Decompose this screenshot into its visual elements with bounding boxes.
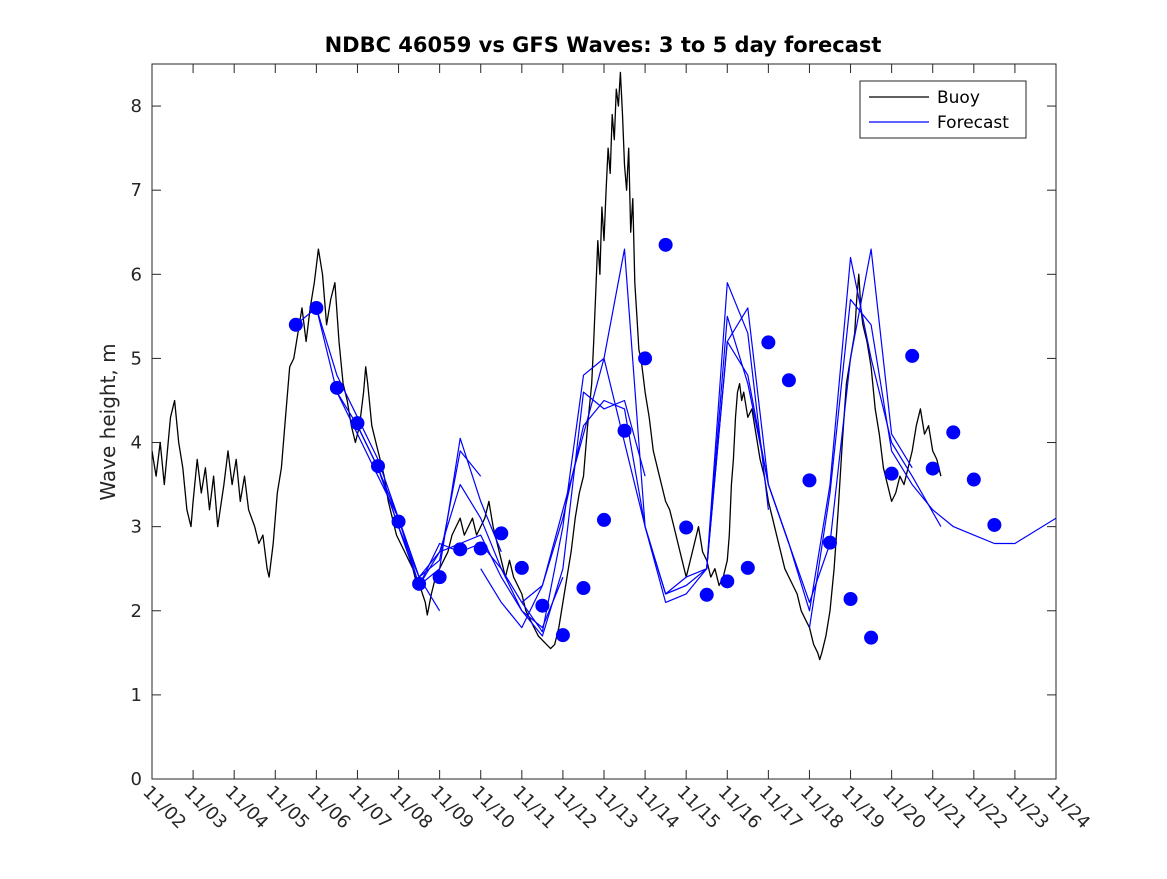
forecast-marker	[679, 520, 694, 535]
x-tick-label: 11/24	[1042, 782, 1094, 834]
forecast-marker	[329, 380, 344, 395]
forecast-marker	[494, 526, 509, 541]
x-tick-label: 11/22	[960, 782, 1012, 834]
forecast-marker	[432, 570, 447, 585]
x-tick-label: 11/03	[180, 782, 232, 834]
forecast-marker	[946, 425, 961, 440]
plot-frame	[151, 63, 1057, 780]
forecast-marker	[658, 237, 673, 252]
x-tick-label: 11/12	[549, 782, 601, 834]
x-tick-label: 11/07	[344, 782, 396, 834]
forecast-marker	[555, 628, 570, 643]
y-tick-label: 7	[131, 180, 142, 201]
x-tick-label: 11/04	[221, 782, 273, 834]
forecast-marker	[823, 535, 837, 550]
x-tick-label: 11/08	[385, 782, 437, 834]
forecast-marker	[884, 466, 899, 481]
forecast-marker	[781, 373, 796, 388]
forecast-marker	[638, 351, 653, 366]
forecast-marker	[740, 560, 755, 575]
x-tick-label: 11/10	[467, 782, 519, 834]
y-tick-label: 8	[131, 96, 142, 117]
forecast-marker	[350, 416, 365, 431]
x-tick-label: 11/21	[919, 782, 971, 834]
forecast-marker	[535, 598, 550, 613]
y-tick-label: 2	[131, 601, 142, 622]
forecast-marker	[720, 574, 735, 589]
y-tick-label: 4	[131, 433, 142, 454]
x-tick-label: 11/20	[878, 782, 930, 834]
forecast-marker	[802, 473, 817, 488]
forecast-series-line	[706, 256, 942, 612]
legend-box	[859, 80, 1027, 139]
series-layer	[152, 71, 1056, 661]
x-tick-label: 11/19	[837, 782, 889, 834]
y-tick-label: 1	[131, 685, 142, 706]
forecast-marker	[391, 514, 406, 529]
axes: 01234567811/0211/0311/0411/0511/0611/071…	[131, 63, 1094, 834]
forecast-marker	[699, 587, 714, 602]
x-tick-label: 11/17	[755, 782, 807, 834]
legend-label: Forecast	[937, 113, 1009, 133]
forecast-marker	[987, 517, 1002, 532]
x-tick-label: 11/14	[632, 782, 684, 834]
x-tick-label: 11/16	[714, 782, 766, 834]
x-tick-label: 11/02	[138, 782, 190, 834]
forecast-marker	[514, 560, 529, 575]
legend-label: Buoy	[937, 88, 980, 108]
forecast-series-line	[315, 307, 482, 578]
y-tick-label: 0	[131, 769, 142, 790]
forecast-marker	[453, 542, 468, 557]
forecast-marker	[371, 459, 385, 474]
x-tick-label: 11/05	[262, 782, 314, 834]
legend: Buoy Forecast	[859, 80, 1027, 139]
x-tick-label: 11/18	[796, 782, 848, 834]
forecast-marker	[473, 541, 488, 556]
forecast-marker	[412, 576, 427, 591]
forecast-marker	[597, 512, 611, 527]
forecast-marker	[843, 591, 858, 606]
x-tick-label: 11/15	[673, 782, 725, 834]
forecast-marker	[966, 472, 981, 487]
x-tick-label: 11/23	[1001, 782, 1053, 834]
y-axis-label: Wave height, m	[96, 343, 120, 500]
forecast-series-line	[356, 425, 564, 629]
forecast-marker	[576, 581, 591, 596]
forecast-marker	[761, 335, 776, 350]
forecast-series-line	[808, 298, 1056, 628]
forecast-marker	[309, 300, 324, 315]
forecast-series-line	[295, 307, 441, 612]
forecast-marker	[288, 317, 303, 332]
forecast-series-line	[480, 282, 769, 629]
y-tick-label: 5	[131, 348, 142, 369]
y-tick-label: 3	[131, 517, 142, 538]
x-tick-label: 11/13	[590, 782, 642, 834]
chart-title: NDBC 46059 vs GFS Waves: 3 to 5 day fore…	[325, 33, 882, 57]
y-tick-label: 6	[131, 264, 142, 285]
x-tick-label: 11/11	[508, 782, 560, 834]
forecast-series-line	[377, 391, 646, 637]
x-tick-label: 11/09	[426, 782, 478, 834]
forecast-marker	[905, 348, 920, 363]
forecast-series-line	[397, 248, 687, 633]
forecast-series-line	[521, 315, 790, 603]
forecast-markers	[288, 237, 1002, 645]
forecast-marker	[925, 461, 940, 476]
x-tick-label: 11/06	[303, 782, 355, 834]
forecast-marker	[617, 423, 632, 438]
forecast-marker	[864, 630, 879, 645]
